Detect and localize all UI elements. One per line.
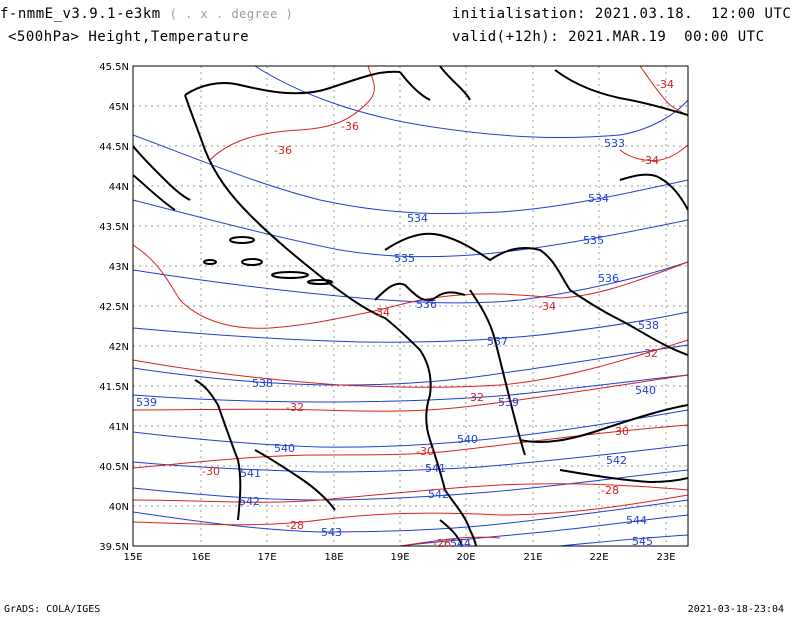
plot-frame [132, 65, 689, 547]
tick-label-lat: 44.5N [99, 142, 129, 153]
model-resolution: ( . x . degree ) [169, 7, 294, 21]
height-label: 545 [632, 535, 653, 548]
height-label: 537 [487, 335, 508, 348]
footer-grads-credit: GrADS: COLA/IGES [4, 604, 101, 615]
height-contours [133, 66, 688, 546]
valid-time: valid(+12h): 2021.MAR.19 00:00 UTC [452, 29, 765, 45]
height-label: 539 [498, 396, 519, 409]
temp-label: -32 [466, 391, 484, 404]
tick-label-lon: 22E [589, 552, 608, 563]
temp-label: -26 [433, 537, 451, 550]
temperature-contour-labels: -34 -36 -36 -34 -34 -34 -32 -32 -32 -30 … [202, 78, 674, 550]
temp-label: -34 [641, 154, 659, 167]
tick-label-lat: 44N [109, 182, 129, 193]
height-label: 536 [416, 298, 437, 311]
tick-label-lat: 45N [109, 102, 129, 113]
height-label: 541 [425, 462, 446, 475]
temp-label: -30 [611, 425, 629, 438]
tick-label-lat: 40.5N [99, 462, 129, 473]
tick-label-lon: 20E [456, 552, 475, 563]
height-label: 535 [583, 234, 604, 247]
lat-tick-labels: 45.5N 45N 44.5N 44N 43.5N 43N 42.5N 42N … [99, 62, 129, 553]
temp-label: -34 [538, 300, 556, 313]
tick-label-lat: 42N [109, 342, 129, 353]
height-label: 535 [394, 252, 415, 265]
tick-label-lat: 41.5N [99, 382, 129, 393]
temp-label: -36 [274, 144, 292, 157]
height-label: 540 [635, 384, 656, 397]
height-label: 536 [598, 272, 619, 285]
tick-label-lon: 17E [257, 552, 276, 563]
graticule [133, 66, 688, 546]
temp-label: -28 [286, 519, 304, 532]
tick-label-lat: 43N [109, 262, 129, 273]
temp-label: -34 [656, 78, 674, 91]
footer-timestamp: 2021-03-18-23:04 [687, 604, 784, 615]
tick-label-lat: 45.5N [99, 62, 129, 73]
tick-label-lon: 15E [123, 552, 142, 563]
tick-label-lon: 21E [523, 552, 542, 563]
height-label: 534 [588, 192, 609, 205]
temp-label: -28 [601, 484, 619, 497]
height-label: 544 [450, 537, 471, 550]
height-label: 539 [136, 396, 157, 409]
height-contour-labels: 533 534 534 535 535 536 536 537 538 538 … [136, 137, 659, 550]
height-label: 544 [626, 514, 647, 527]
temp-label: -32 [286, 401, 304, 414]
height-label: 533 [604, 137, 625, 150]
height-label: 542 [239, 495, 260, 508]
level-title: <500hPa> Height,Temperature [8, 29, 250, 45]
height-label: 540 [457, 433, 478, 446]
islands [203, 236, 333, 285]
height-label: 538 [252, 377, 273, 390]
tick-label-lat: 43.5N [99, 222, 129, 233]
temp-label: -36 [341, 120, 359, 133]
init-time: initialisation: 2021.03.18. 12:00 UTC [452, 6, 792, 22]
tick-label-lat: 42.5N [99, 302, 129, 313]
temp-label: -30 [416, 445, 434, 458]
tick-label-lat: 39.5N [99, 542, 129, 553]
temp-label: -34 [372, 306, 390, 319]
height-label: 540 [274, 442, 295, 455]
tick-label-lat: 41N [109, 422, 129, 433]
tick-label-lon: 18E [324, 552, 343, 563]
tick-label-lon: 19E [390, 552, 409, 563]
coastlines-borders [133, 66, 688, 546]
height-label: 542 [428, 488, 449, 501]
tick-label-lon: 23E [656, 552, 675, 563]
lon-tick-labels: 15E 16E 17E 18E 19E 20E 21E 22E 23E [123, 552, 675, 563]
tick-label-lon: 16E [191, 552, 210, 563]
tick-label-lat: 40N [109, 502, 129, 513]
model-title: f-nmmE_v3.9.1-e3km ( . x . degree ) [0, 6, 294, 22]
height-label: 542 [606, 454, 627, 467]
height-label: 543 [321, 526, 342, 539]
height-label: 541 [240, 467, 261, 480]
height-label: 538 [638, 319, 659, 332]
temp-label: -32 [640, 347, 658, 360]
temp-label: -30 [202, 465, 220, 478]
height-label: 534 [407, 212, 428, 225]
